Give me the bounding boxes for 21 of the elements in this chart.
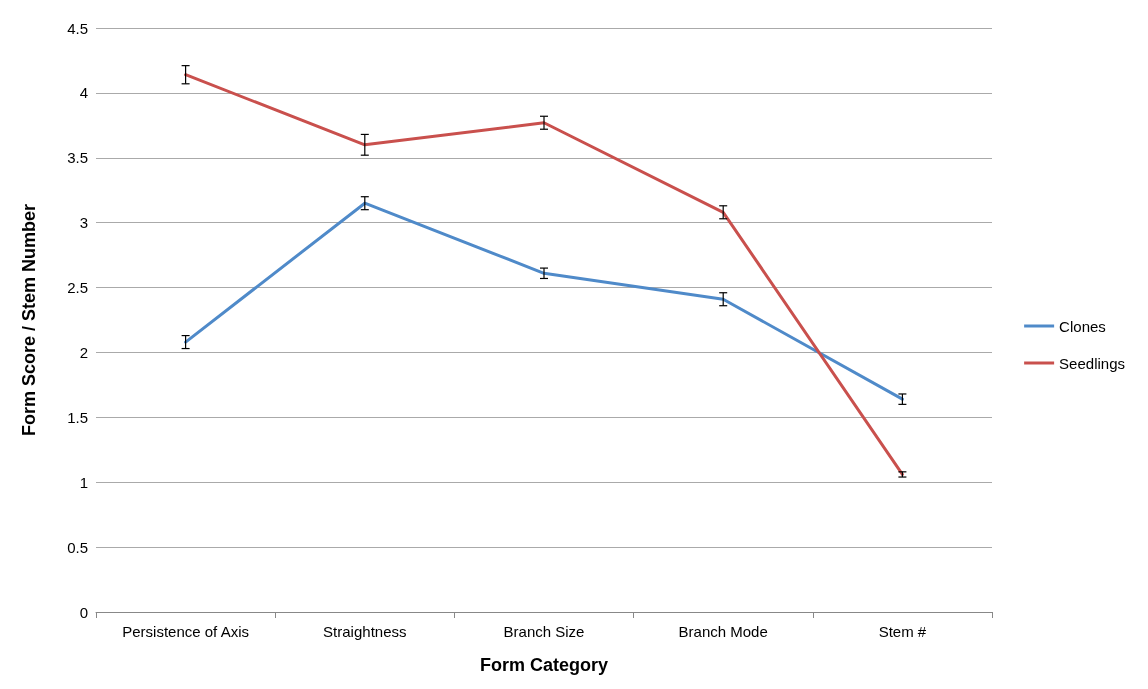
legend-label: Seedlings: [1059, 354, 1126, 372]
x-tick-label: Branch Mode: [678, 623, 768, 640]
y-axis-title: Form Score / Stem Number: [19, 203, 39, 437]
y-tick-label: 3.5: [67, 149, 88, 167]
y-tick-label: 4.5: [67, 19, 88, 37]
line-series: [184, 73, 904, 476]
y-tick-label: 4: [79, 84, 88, 102]
y-tick-label: 0.5: [67, 538, 88, 556]
x-tick-label: Stem #: [878, 623, 927, 640]
y-tick-label: 1: [79, 473, 88, 491]
line-series: [184, 201, 904, 401]
y-tick-label: 0: [79, 603, 88, 621]
y-tick-label: 1.5: [67, 408, 88, 426]
x-tick-label: Straightness: [323, 623, 407, 640]
x-axis-title: Form Category: [479, 655, 609, 675]
y-tick-label: 2.5: [67, 279, 88, 297]
x-tick-label: Persistence of Axis: [122, 623, 249, 640]
x-tick-label: Branch Size: [503, 623, 585, 640]
y-tick-label: 3: [79, 214, 88, 232]
y-tick-label: 2: [79, 343, 88, 361]
legend-label: Clones: [1059, 317, 1106, 335]
